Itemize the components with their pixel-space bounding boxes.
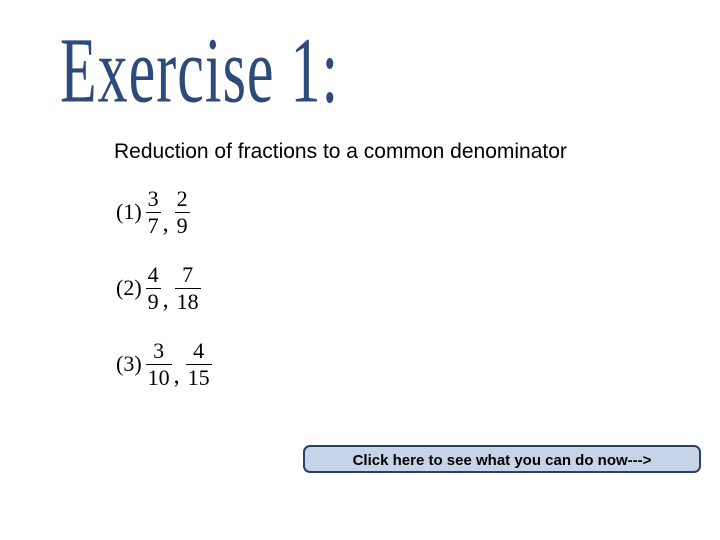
fraction-numerator: 2 bbox=[175, 188, 190, 212]
fraction: 7 18 bbox=[175, 264, 201, 313]
separator-comma: , bbox=[174, 363, 180, 390]
fraction-denominator: 9 bbox=[175, 212, 190, 237]
next-step-button[interactable]: Click here to see what you can do now---… bbox=[303, 445, 701, 473]
fraction-numerator: 3 bbox=[151, 340, 166, 364]
fraction: 2 9 bbox=[175, 188, 190, 237]
problem-label: (3) bbox=[116, 351, 142, 377]
fraction-denominator: 9 bbox=[146, 288, 161, 313]
fraction-denominator: 7 bbox=[146, 212, 161, 237]
separator-comma: , bbox=[163, 211, 169, 238]
problem-row: (1) 3 7 , 2 9 bbox=[116, 180, 212, 244]
problem-row: (3) 3 10 , 4 15 bbox=[116, 332, 212, 396]
fraction-denominator: 15 bbox=[186, 364, 212, 389]
fraction: 3 10 bbox=[146, 340, 172, 389]
problem-label: (1) bbox=[116, 199, 142, 225]
fraction-numerator: 7 bbox=[180, 264, 195, 288]
fraction-numerator: 3 bbox=[146, 188, 161, 212]
fraction-denominator: 10 bbox=[146, 364, 172, 389]
fraction: 3 7 bbox=[146, 188, 161, 237]
fraction: 4 15 bbox=[186, 340, 212, 389]
fraction-numerator: 4 bbox=[191, 340, 206, 364]
fraction-numerator: 4 bbox=[146, 264, 161, 288]
problem-row: (2) 4 9 , 7 18 bbox=[116, 256, 212, 320]
page-title: Exercise 1: bbox=[60, 18, 339, 125]
problem-label: (2) bbox=[116, 275, 142, 301]
instruction-text: Reduction of fractions to a common denom… bbox=[114, 140, 567, 164]
separator-comma: , bbox=[163, 287, 169, 314]
fraction-denominator: 18 bbox=[175, 288, 201, 313]
problem-list: (1) 3 7 , 2 9 (2) 4 9 , 7 18 (3) 3 10 , … bbox=[116, 180, 212, 408]
fraction: 4 9 bbox=[146, 264, 161, 313]
